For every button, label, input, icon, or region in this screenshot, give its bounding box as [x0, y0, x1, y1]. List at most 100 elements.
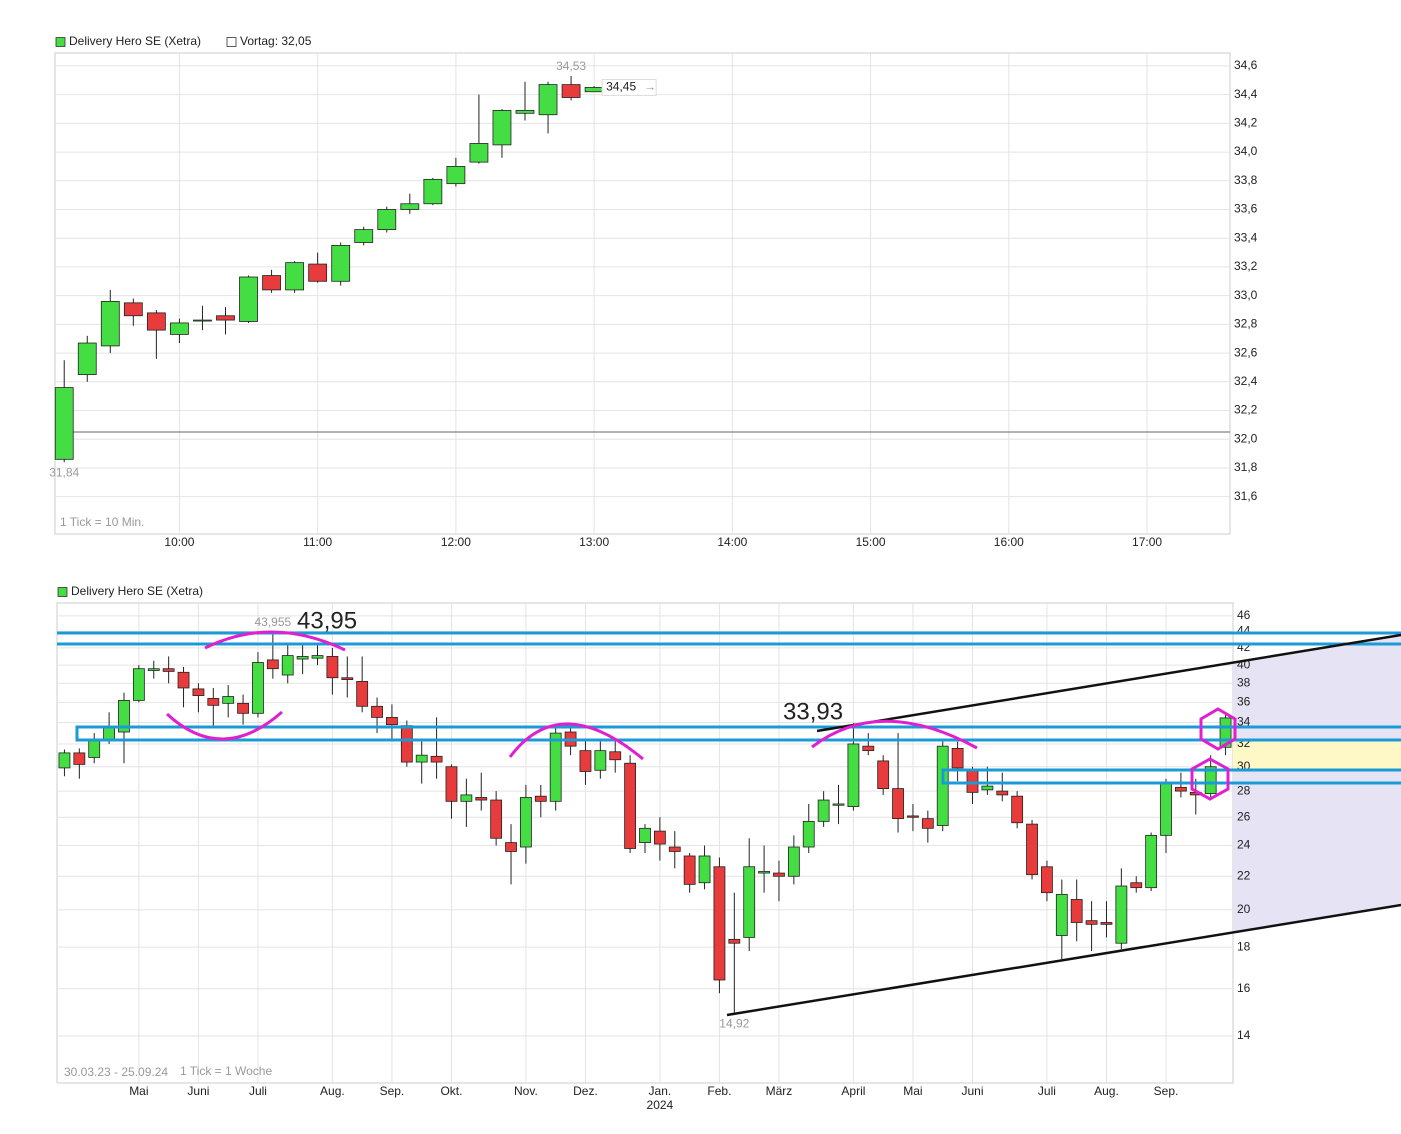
arc-drawing [204, 630, 346, 652]
x-tick-label: März [766, 1084, 793, 1098]
candle-body [446, 166, 466, 185]
candle-body [469, 143, 489, 163]
candle-body [147, 668, 160, 671]
candle-body [400, 203, 420, 210]
x-tick-label: April [841, 1084, 865, 1098]
candle-body [77, 342, 97, 376]
candle-body [936, 745, 949, 826]
candle-body [415, 754, 428, 763]
candle-body [311, 655, 324, 659]
candle-body [847, 743, 860, 807]
x-tick-label: Sep. [1154, 1084, 1179, 1098]
range-label: 30.03.23 - 25.09.24 [64, 1065, 168, 1079]
high-label: 43,955 [254, 615, 291, 629]
y-tick-label: 32,4 [1234, 374, 1258, 388]
trend-line [816, 633, 1401, 733]
y-tick-label: 34,4 [1234, 87, 1258, 101]
x-tick-label: 17:00 [1132, 535, 1162, 549]
y-tick-label: 33,8 [1234, 173, 1258, 187]
y-tick-label: 34 [1237, 715, 1251, 729]
candle-body [222, 696, 235, 704]
candle-body [561, 84, 581, 98]
candle-body [118, 700, 130, 733]
arc-drawing [165, 710, 283, 741]
candle-body [192, 688, 205, 696]
x-tick-label: Nov. [514, 1084, 538, 1098]
candle-body [832, 803, 845, 806]
y-tick-label: 32,6 [1234, 345, 1258, 359]
candle-body [356, 681, 369, 707]
candle-body [239, 276, 258, 322]
hexagon-marker [1199, 707, 1237, 751]
candle-body [907, 815, 919, 818]
candle-body [162, 668, 175, 672]
candle-body [73, 752, 86, 765]
candle-body [170, 322, 189, 335]
legend-swatch [226, 37, 237, 47]
y-tick-label: 33,4 [1234, 230, 1258, 244]
y-tick-label: 33,0 [1234, 288, 1258, 302]
hexagon-marker [1190, 757, 1230, 801]
trend-line [726, 903, 1401, 1017]
candle-body [193, 319, 212, 322]
x-tick-label: Dez. [573, 1084, 598, 1098]
x-tick-label: Okt. [440, 1084, 462, 1098]
legend-label: Delivery Hero SE (Xetra) [69, 34, 201, 48]
last-price-arrow: → [644, 80, 656, 94]
arc-drawing [508, 722, 644, 761]
candle-body [262, 275, 281, 291]
candle-body [609, 751, 622, 761]
candle-body [207, 698, 220, 706]
candle-body [341, 677, 354, 680]
candle-body [354, 229, 374, 243]
legend-label: Vortag: 32,05 [240, 34, 312, 48]
candle-body [921, 818, 934, 829]
candle-body [386, 716, 398, 726]
candle-body [668, 846, 681, 852]
candle-body [377, 209, 397, 231]
candle-body [862, 745, 875, 752]
candle-body [430, 755, 443, 763]
candle-body [1219, 717, 1232, 748]
candle-body [966, 769, 979, 793]
candle-body [505, 842, 517, 852]
y-tick-label: 38 [1237, 675, 1251, 689]
candle-body [1041, 866, 1053, 894]
candle-body [1174, 786, 1187, 792]
candle-body [758, 871, 770, 874]
candle-body [579, 750, 592, 772]
legend-swatch [57, 587, 68, 597]
candle-body [1070, 899, 1083, 923]
x-tick-label: 13:00 [579, 535, 609, 549]
y-tick-label: 20 [1237, 902, 1251, 916]
candle-body [146, 312, 166, 331]
candle-body [88, 739, 101, 758]
x-tick-label: Jan. [649, 1084, 672, 1098]
candle-body [103, 726, 116, 740]
legend-swatch [55, 37, 66, 47]
candle-body [877, 760, 890, 789]
y-tick-label: 36 [1237, 695, 1251, 709]
candle-body [698, 855, 711, 884]
candle-body [787, 846, 800, 877]
year-label: 2024 [647, 1098, 674, 1112]
x-tick-label: 11:00 [303, 535, 332, 549]
zone-box [75, 725, 1401, 742]
candle-body [802, 820, 815, 848]
candle-body [331, 244, 351, 282]
candle-body [1160, 783, 1172, 836]
zone-band [1233, 740, 1401, 770]
candle-body [584, 87, 604, 93]
candle-body [683, 855, 696, 885]
candle-body [534, 795, 547, 802]
candle-body [281, 655, 294, 676]
candle-body [58, 752, 71, 769]
y-tick-label: 33,2 [1234, 259, 1258, 273]
candle-body [177, 671, 190, 689]
candle-body [132, 668, 145, 701]
y-tick-label: 34,0 [1234, 144, 1258, 158]
y-tick-label: 42 [1237, 640, 1251, 654]
candle-body [892, 788, 904, 820]
x-tick-label: Juli [1038, 1084, 1056, 1098]
